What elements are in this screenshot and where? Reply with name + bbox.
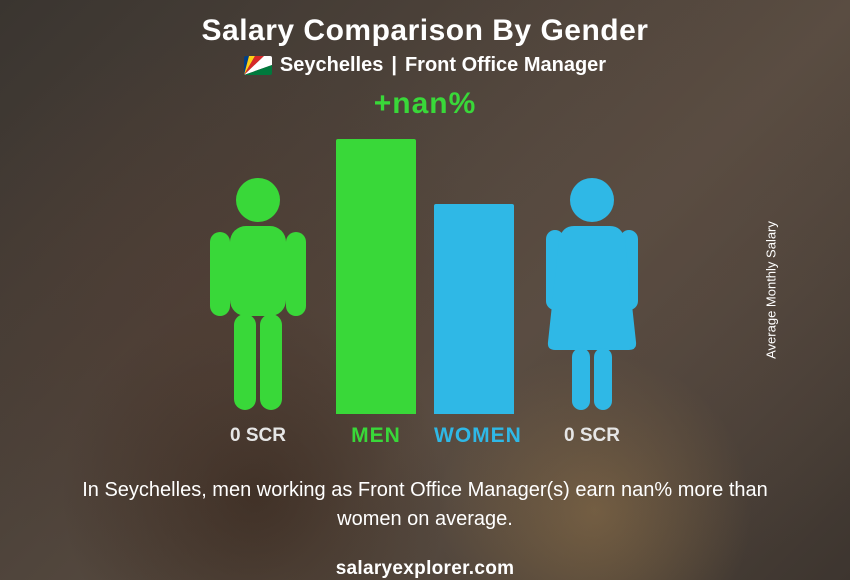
men-bar: [336, 139, 416, 414]
men-figure-group: [198, 174, 318, 414]
role-label: Front Office Manager: [405, 54, 606, 77]
women-value-label: 0 SCR: [532, 425, 652, 447]
y-axis-label: Average Monthly Salary: [764, 221, 779, 359]
country-label: Seychelles: [280, 54, 383, 77]
infographic-container: Salary Comparison By Gender Seychelles |…: [0, 0, 850, 580]
seychelles-flag-icon: [244, 56, 272, 75]
labels-row: 0 SCR MEN WOMEN 0 SCR: [105, 424, 745, 448]
subtitle-separator: |: [391, 54, 397, 77]
chart-group: [198, 139, 652, 414]
men-category-label: MEN: [336, 424, 416, 448]
men-value-label: 0 SCR: [198, 425, 318, 447]
subtitle-row: Seychelles | Front Office Manager: [244, 54, 606, 77]
women-bar: [434, 204, 514, 414]
male-figure-icon: [198, 174, 318, 414]
description-text: In Seychelles, men working as Front Offi…: [75, 476, 775, 534]
women-figure-group: [532, 174, 652, 414]
female-figure-icon: [532, 174, 652, 414]
footer-source: salaryexplorer.com: [336, 558, 515, 580]
women-category-label: WOMEN: [434, 424, 514, 448]
page-title: Salary Comparison By Gender: [202, 14, 649, 48]
chart-area: +nan%: [105, 95, 745, 414]
percent-difference-label: +nan%: [374, 87, 477, 121]
